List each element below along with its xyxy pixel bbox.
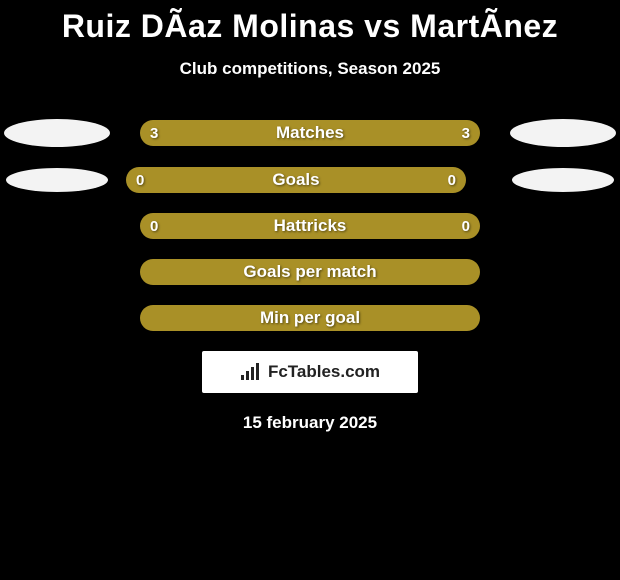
right-value: 0 [448,172,456,189]
stat-label: Matches [276,123,344,143]
stat-row: 3 Matches 3 [0,119,620,147]
right-value: 3 [462,125,470,142]
footer-date: 15 february 2025 [0,413,620,433]
stat-bar: 0 Goals 0 [126,167,466,193]
stats-rows: 3 Matches 3 0 Goals 0 0 Hattricks 0 Goals per mat… [0,119,620,331]
chart-icon [240,363,262,381]
stat-bar: 3 Matches 3 [140,120,480,146]
left-ellipse [4,119,110,147]
stat-bar: Min per goal [140,305,480,331]
stat-row: 0 Hattricks 0 [0,213,620,239]
left-value: 0 [136,172,144,189]
stat-label: Goals per match [243,262,376,282]
left-value: 0 [150,218,158,235]
page-title: Ruiz DÃ­az Molinas vs MartÃ­nez [0,8,620,45]
stat-bar: 0 Hattricks 0 [140,213,480,239]
right-value: 0 [462,218,470,235]
right-ellipse [512,168,614,192]
stat-label: Min per goal [260,308,360,328]
stat-row: 0 Goals 0 [0,167,620,193]
left-value: 3 [150,125,158,142]
comparison-container: Ruiz DÃ­az Molinas vs MartÃ­nez Club com… [0,0,620,433]
left-ellipse [6,168,108,192]
subtitle: Club competitions, Season 2025 [0,59,620,79]
logo-inner: FcTables.com [240,362,380,382]
stat-label: Hattricks [274,216,347,236]
logo-box: FcTables.com [202,351,418,393]
stat-label: Goals [272,170,319,190]
logo-text: FcTables.com [268,362,380,382]
stat-bar: Goals per match [140,259,480,285]
stat-row: Min per goal [0,305,620,331]
stat-row: Goals per match [0,259,620,285]
right-ellipse [510,119,616,147]
